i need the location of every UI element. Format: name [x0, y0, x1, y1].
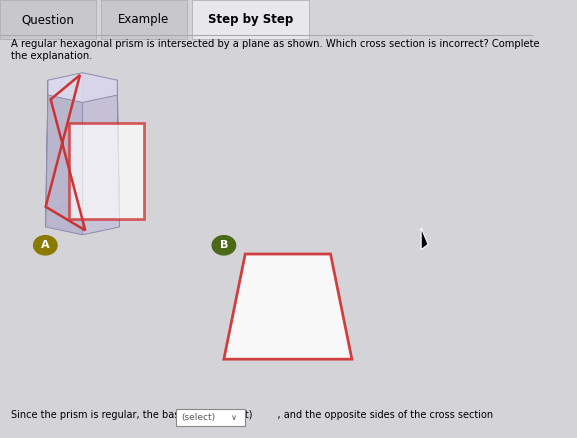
Polygon shape	[421, 228, 428, 250]
Polygon shape	[83, 95, 119, 235]
Circle shape	[33, 236, 57, 255]
Text: Since the prism is regular, the bases are: (select)        , and the opposite si: Since the prism is regular, the bases ar…	[10, 410, 493, 420]
Text: Question: Question	[21, 13, 74, 26]
FancyBboxPatch shape	[176, 409, 245, 426]
Polygon shape	[83, 73, 119, 211]
Text: A regular hexagonal prism is intersected by a plane as shown. Which cross sectio: A regular hexagonal prism is intersected…	[10, 39, 539, 61]
FancyBboxPatch shape	[0, 0, 96, 39]
Polygon shape	[117, 80, 119, 227]
Text: Example: Example	[118, 13, 170, 26]
Polygon shape	[46, 73, 83, 211]
Circle shape	[212, 236, 235, 255]
Polygon shape	[46, 95, 83, 235]
Bar	[69, 123, 144, 219]
Text: B: B	[220, 240, 228, 250]
Text: (select): (select)	[181, 413, 215, 422]
Polygon shape	[224, 254, 352, 359]
Polygon shape	[46, 203, 119, 235]
Text: A: A	[41, 240, 50, 250]
FancyBboxPatch shape	[102, 0, 186, 39]
Text: Step by Step: Step by Step	[208, 13, 293, 26]
FancyBboxPatch shape	[192, 0, 309, 39]
Polygon shape	[46, 80, 48, 227]
Text: ∨: ∨	[231, 413, 237, 422]
Polygon shape	[48, 73, 117, 102]
